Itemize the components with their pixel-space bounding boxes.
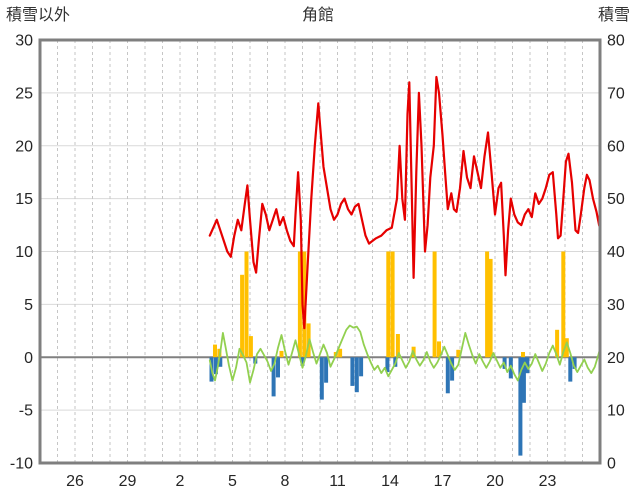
yellow-bars-bar bbox=[248, 336, 253, 358]
yellow-bars-bar bbox=[390, 251, 395, 358]
left-axis-tick-label: 25 bbox=[15, 85, 33, 102]
yellow-bars-bar bbox=[437, 341, 441, 358]
left-axis-tick-label: 10 bbox=[15, 244, 33, 261]
blue-bars-bar bbox=[213, 357, 218, 375]
blue-bars-bar bbox=[319, 357, 324, 400]
right-axis-tick-label: 60 bbox=[607, 138, 625, 155]
right-axis-tick-label: 40 bbox=[607, 244, 625, 261]
left-axis-tick-label: -5 bbox=[19, 403, 33, 420]
left-axis-tick-label: 0 bbox=[24, 350, 33, 367]
yellow-bars-bar bbox=[488, 258, 493, 358]
blue-bars-bar bbox=[218, 357, 223, 367]
yellow-bars-bar bbox=[240, 274, 245, 358]
blue-bars-bar bbox=[300, 357, 305, 366]
yellow-bars-bar bbox=[485, 251, 490, 358]
red-line bbox=[208, 75, 602, 330]
blue-bars-bar bbox=[445, 357, 450, 394]
right-axis-title: 積雪 bbox=[597, 7, 630, 24]
yellow-bars-bar bbox=[279, 350, 284, 358]
series-green-line bbox=[208, 324, 601, 384]
plot-border bbox=[38, 38, 602, 465]
right-axis-tick-label: 80 bbox=[607, 33, 625, 50]
blue-bars-bar bbox=[385, 357, 390, 373]
yellow-bars-bar bbox=[561, 251, 566, 358]
yellow-bars-bar bbox=[244, 251, 249, 358]
yellow-bars-bar bbox=[521, 352, 525, 358]
left-axis-tick-label: -10 bbox=[10, 456, 33, 473]
blue-bars-bar bbox=[518, 357, 523, 456]
right-axis-tick-label: 0 bbox=[607, 456, 616, 473]
left-axis-tick-label: 5 bbox=[24, 297, 33, 314]
yellow-bars-bar bbox=[338, 348, 343, 358]
green-line bbox=[208, 324, 601, 384]
yellow-bars-bar bbox=[432, 251, 437, 358]
left-axis-tick-label: 20 bbox=[15, 138, 33, 155]
blue-bars-bar bbox=[324, 357, 329, 383]
left-axis-title: 積雪以外 bbox=[6, 7, 71, 24]
blue-bars-bar bbox=[276, 357, 280, 378]
right-axis-tick-label: 70 bbox=[607, 85, 625, 102]
x-axis-tick-label: 29 bbox=[119, 473, 137, 490]
yellow-bars-bar bbox=[302, 251, 307, 358]
x-axis-tick-label: 17 bbox=[434, 473, 452, 490]
yellow-bars-bar bbox=[297, 251, 302, 358]
blue-bars-bar bbox=[359, 357, 364, 377]
blue-bars-bar bbox=[521, 357, 526, 403]
x-axis-tick-label: 14 bbox=[381, 473, 399, 490]
right-axis-tick-label: 10 bbox=[607, 403, 625, 420]
x-axis-tick-label: 23 bbox=[539, 473, 557, 490]
blue-bars-bar bbox=[354, 357, 359, 393]
x-axis-tick-label: 26 bbox=[66, 473, 84, 490]
left-axis-tick-label: 15 bbox=[15, 191, 33, 208]
right-axis-tick-label: 20 bbox=[607, 350, 625, 367]
yellow-bars-bar bbox=[555, 329, 560, 358]
yellow-bars-bar bbox=[395, 334, 400, 358]
blue-bars-bar bbox=[568, 357, 573, 382]
blue-bars-bar bbox=[572, 357, 577, 369]
x-axis-tick-label: 11 bbox=[329, 473, 346, 490]
series-blue-bars bbox=[209, 357, 577, 456]
x-axis-tick-label: 2 bbox=[176, 473, 185, 490]
left-axis-tick-label: 30 bbox=[15, 33, 33, 50]
blue-bars-bar bbox=[525, 357, 530, 374]
yellow-bars-bar bbox=[386, 251, 391, 358]
yellow-bars-bar bbox=[456, 349, 461, 358]
yellow-bars-bar bbox=[564, 338, 569, 358]
series-red-line bbox=[208, 75, 602, 330]
chart-title: 角館 bbox=[301, 7, 334, 24]
blue-bars-bar bbox=[350, 357, 355, 386]
blue-bars-bar bbox=[271, 357, 276, 397]
right-axis-tick-label: 30 bbox=[607, 297, 625, 314]
yellow-bars-bar bbox=[213, 344, 217, 358]
right-axis-tick-label: 50 bbox=[607, 191, 625, 208]
x-axis-tick-label: 5 bbox=[228, 473, 237, 490]
blue-bars-bar bbox=[450, 357, 455, 381]
x-axis-tick-label: 20 bbox=[486, 473, 504, 490]
x-axis-tick-label: 8 bbox=[281, 473, 290, 490]
